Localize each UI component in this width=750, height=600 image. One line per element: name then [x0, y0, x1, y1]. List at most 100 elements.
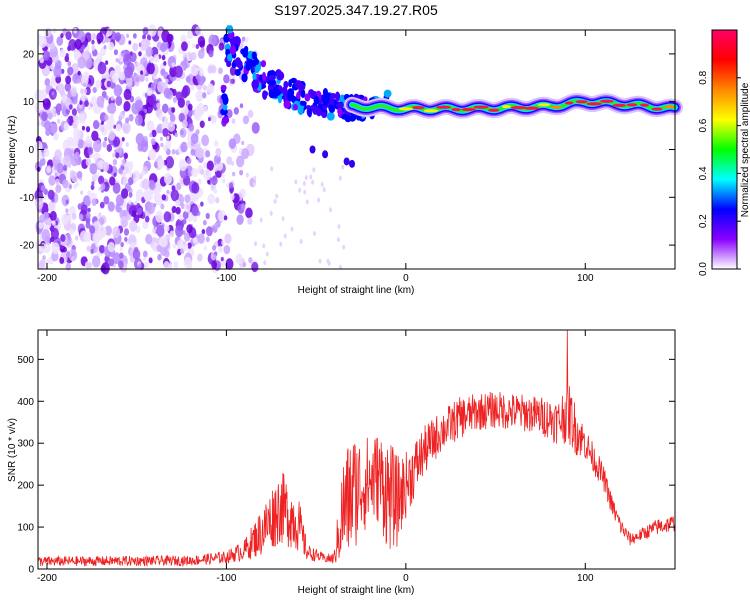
noise-blob	[180, 141, 188, 153]
noise-blob	[42, 50, 50, 61]
noise-blob	[98, 244, 105, 254]
noise-blob	[205, 226, 213, 237]
noise-blob	[215, 147, 222, 157]
noise-blob	[54, 220, 59, 226]
noise-blob	[85, 126, 91, 133]
noise-blob	[164, 250, 170, 258]
noise-blob	[137, 207, 143, 215]
noise-blob	[51, 242, 60, 255]
noise-blob	[212, 245, 217, 251]
noise-blob	[95, 242, 99, 248]
noise-blob	[121, 158, 126, 166]
noise-blob	[207, 179, 211, 185]
noise-blob	[111, 73, 118, 84]
noise-blob	[44, 120, 52, 131]
ridge-blob	[317, 103, 323, 109]
spectrogram-x-label: Height of straight line (km)	[298, 285, 415, 296]
noise-blob	[91, 255, 101, 268]
noise-blob	[47, 200, 56, 213]
noise-blob	[109, 176, 116, 186]
noise-blob	[163, 61, 167, 66]
noise-blob	[318, 258, 322, 264]
noise-blob	[80, 190, 84, 195]
noise-blob	[56, 162, 64, 174]
noise-blob	[229, 193, 235, 201]
ridge-blob	[309, 145, 316, 154]
ridge-hot	[651, 107, 663, 111]
noise-blob	[120, 216, 129, 228]
noise-blob	[108, 258, 115, 267]
noise-blob	[125, 117, 130, 124]
noise-blob	[106, 144, 113, 152]
noise-blob	[106, 116, 115, 129]
noise-blob	[173, 261, 179, 269]
noise-blob	[89, 225, 96, 234]
noise-blob	[99, 201, 105, 209]
noise-blob	[147, 202, 156, 215]
ridge-blob	[343, 157, 350, 166]
noise-blob	[299, 238, 303, 244]
noise-blob	[203, 168, 212, 181]
noise-blob	[312, 167, 316, 173]
x-tick-label: 100	[577, 573, 594, 584]
noise-blob	[188, 123, 195, 132]
ridge-blob	[262, 90, 268, 100]
noise-blob	[226, 182, 230, 188]
noise-blob	[76, 78, 81, 84]
noise-blob	[341, 164, 345, 170]
noise-blob	[123, 161, 133, 175]
noise-blob	[283, 233, 287, 239]
spectrogram-x-ticks: -200 -100 0 100	[37, 30, 594, 284]
noise-blob	[309, 174, 313, 180]
noise-blob	[54, 172, 58, 177]
noise-blob	[207, 117, 211, 122]
noise-blob	[202, 161, 208, 169]
noise-blob	[77, 56, 86, 69]
noise-blob	[163, 172, 173, 185]
noise-blob	[39, 259, 46, 268]
noise-blob	[80, 74, 89, 86]
noise-blob	[56, 118, 61, 124]
noise-blob	[279, 241, 283, 247]
noise-blob	[248, 257, 253, 264]
noise-blob	[113, 84, 123, 97]
snr-y-label: SNR (10 * v/v)	[7, 418, 18, 482]
noise-blob	[229, 78, 234, 84]
noise-blob	[203, 105, 208, 112]
noise-blob	[68, 184, 72, 189]
noise-blob	[163, 87, 172, 99]
noise-blob	[115, 152, 120, 159]
noise-blob	[143, 256, 147, 262]
noise-blob	[139, 73, 145, 83]
y-tick-label: -10	[20, 193, 35, 204]
noise-blob	[138, 51, 142, 57]
noise-blob	[195, 27, 201, 35]
noise-blob	[190, 64, 199, 77]
noise-blob	[65, 199, 69, 205]
ridge-blob	[261, 71, 267, 82]
noise-blob	[322, 187, 326, 193]
ridge-blob	[344, 114, 352, 123]
noise-blob	[146, 62, 155, 75]
ridge-blob	[297, 84, 306, 91]
noise-blob	[108, 130, 116, 141]
noise-blob	[184, 194, 191, 204]
noise-blob	[241, 148, 250, 160]
ridge-blob	[329, 92, 337, 99]
noise-blob	[80, 88, 85, 95]
noise-blob	[55, 103, 62, 113]
noise-blob	[232, 171, 236, 177]
noise-blob	[128, 199, 132, 205]
noise-blob	[206, 83, 215, 95]
ridge-blob	[222, 95, 229, 106]
y-tick-label: 400	[17, 397, 34, 408]
noise-blob	[71, 96, 78, 105]
x-tick-label: -200	[37, 573, 57, 584]
noise-blob	[50, 236, 55, 243]
noise-blob	[338, 175, 342, 181]
ridge-hot	[537, 103, 551, 107]
noise-blob	[103, 45, 107, 50]
noise-blob	[60, 214, 69, 226]
noise-blob	[74, 38, 82, 50]
